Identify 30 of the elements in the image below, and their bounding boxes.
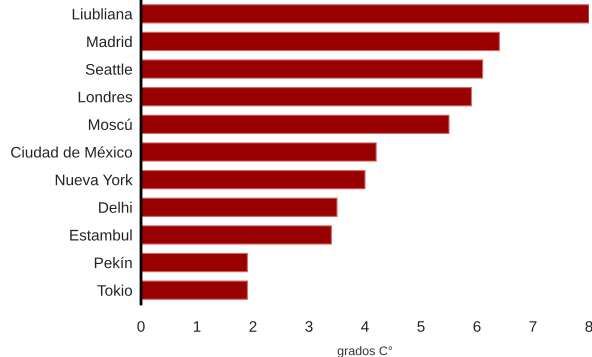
y-tick-label: Pekín (94, 256, 132, 268)
bar (141, 114, 450, 134)
y-tick-label: Delhi (99, 202, 132, 213)
y-tick-label: Ciudad de México (11, 146, 132, 158)
x-tick-label: 6 (474, 321, 481, 332)
bar (141, 59, 484, 79)
x-tick-label: 4 (361, 321, 369, 332)
bar (141, 4, 589, 24)
bar (141, 198, 338, 217)
bar (141, 32, 500, 52)
y-tick-label: Londres (78, 91, 132, 102)
y-tick-label: Liubliana (72, 8, 133, 20)
y-tick-label: Seattle (86, 64, 132, 75)
x-tick-label: 2 (250, 321, 256, 332)
bar (141, 252, 248, 272)
x-tick-label: 1 (194, 321, 201, 332)
bar (141, 225, 332, 245)
bar (141, 170, 366, 190)
x-tick-label: 0 (137, 321, 145, 332)
y-tick-label: Estambul (70, 229, 132, 241)
x-tick-label: 5 (417, 321, 425, 332)
y-tick-label: Tokio (97, 284, 132, 296)
x-tick-label: 3 (305, 321, 313, 332)
y-tick-label: Madrid (87, 36, 132, 48)
bar (141, 142, 377, 162)
x-tick-label: 7 (530, 321, 536, 332)
bar (141, 280, 248, 300)
bar (141, 87, 472, 106)
y-tick-label: Moscú (88, 118, 132, 130)
y-tick-label: Nueva York (56, 174, 133, 186)
